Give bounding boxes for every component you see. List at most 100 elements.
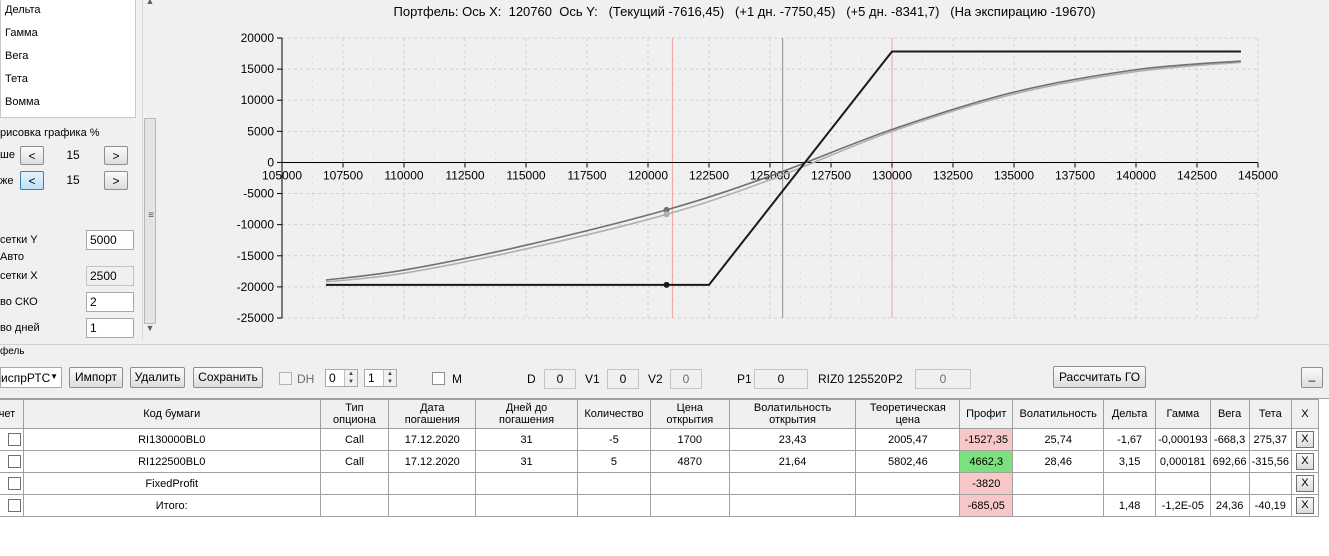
remove-row-button[interactable]: X — [1295, 497, 1314, 514]
chevron-down-icon[interactable]: ▼ — [50, 372, 58, 381]
spin-up-icon[interactable]: ▲ — [383, 370, 396, 378]
cell-price[interactable]: 1700 — [649, 428, 730, 451]
save-button[interactable]: Сохранить — [193, 367, 263, 388]
row-checkbox[interactable] — [7, 477, 21, 490]
column-header[interactable]: чет — [0, 399, 24, 429]
cell-delta[interactable]: 3,15 — [1103, 450, 1157, 473]
cell-code[interactable]: RI122500BL0 — [22, 450, 321, 473]
cell-price[interactable] — [649, 472, 730, 495]
remove-row-button[interactable]: X — [1295, 475, 1314, 492]
cell-theta[interactable]: 275,37 — [1248, 428, 1292, 451]
row-select-cell[interactable] — [0, 428, 24, 451]
v2-input[interactable]: 0 — [670, 369, 702, 389]
cell-theo[interactable] — [855, 494, 961, 517]
cell-date[interactable]: 17.12.2020 — [388, 428, 477, 451]
p1-input[interactable]: 0 — [754, 369, 808, 389]
cell-profit[interactable]: -3820 — [959, 472, 1014, 495]
cell-type[interactable] — [319, 494, 390, 517]
cell-gamma[interactable]: 0,000181 — [1155, 450, 1211, 473]
calc-go-button[interactable]: Рассчитать ГО — [1053, 366, 1146, 388]
table-row[interactable]: Итого: -685,05 1,48 -1,2E-05 24,36 -40,19 X — [0, 494, 1320, 517]
import-button[interactable]: Импорт — [69, 367, 123, 388]
scrollbar-thumb[interactable] — [144, 118, 156, 324]
cell-date[interactable]: 17.12.2020 — [388, 450, 477, 473]
remove-row-button[interactable]: X — [1295, 453, 1314, 470]
cell-vega[interactable] — [1209, 472, 1250, 495]
cell-vol-open[interactable] — [728, 472, 857, 495]
scroll-down-arrow-icon[interactable]: ▼ — [145, 323, 155, 333]
cell-days[interactable]: 31 — [475, 428, 578, 451]
cell-theta[interactable] — [1248, 472, 1292, 495]
cell-vega[interactable]: 692,66 — [1209, 450, 1250, 473]
column-header[interactable]: Количество — [576, 399, 651, 429]
spin-down-icon[interactable]: ▼ — [383, 378, 396, 386]
table-row[interactable]: FixedProfit -3820 X — [0, 472, 1320, 495]
cell-code[interactable]: RI130000BL0 — [22, 428, 321, 451]
row-select-cell[interactable] — [0, 450, 24, 473]
grid-auto-label[interactable]: Авто — [0, 251, 24, 263]
m-checkbox[interactable] — [432, 372, 445, 385]
cell-vol-open[interactable] — [728, 494, 857, 517]
column-header[interactable]: Теоретическая цена — [855, 399, 961, 429]
cell-delta[interactable] — [1103, 472, 1157, 495]
spin-2[interactable]: 1 ▲ ▼ — [364, 369, 397, 387]
cell-price[interactable] — [649, 494, 730, 517]
cell-price[interactable]: 4870 — [649, 450, 730, 473]
spin-up-icon[interactable]: ▲ — [344, 370, 357, 378]
row-checkbox[interactable] — [7, 455, 21, 468]
cell-theo[interactable] — [855, 472, 961, 495]
row-select-cell[interactable] — [0, 494, 24, 517]
cell-gamma[interactable] — [1155, 472, 1211, 495]
days-input[interactable]: 1 — [86, 318, 134, 338]
column-header[interactable]: X — [1290, 399, 1320, 429]
cell-profit[interactable]: -685,05 — [959, 494, 1014, 517]
cell-theta[interactable]: -315,56 — [1248, 450, 1292, 473]
draw-below-prev-button[interactable]: < — [20, 171, 44, 190]
cell-vol-open[interactable]: 21,64 — [728, 450, 857, 473]
cell-vol[interactable] — [1012, 472, 1105, 495]
cell-theo[interactable]: 5802,46 — [855, 450, 961, 473]
cell-date[interactable] — [388, 494, 477, 517]
draw-below-next-button[interactable]: > — [104, 171, 128, 190]
column-header[interactable]: Код бумаги — [22, 399, 321, 429]
spin-1[interactable]: 0 ▲ ▼ — [325, 369, 358, 387]
d-input[interactable]: 0 — [544, 369, 576, 389]
cell-type[interactable]: Call — [319, 428, 390, 451]
column-header[interactable]: Волатильность — [1012, 399, 1105, 429]
cell-days[interactable] — [475, 472, 578, 495]
cell-date[interactable] — [388, 472, 477, 495]
sko-input[interactable]: 2 — [86, 292, 134, 312]
greek-item-theta[interactable]: Тета — [5, 73, 28, 85]
grid-x-input[interactable]: 2500 — [86, 266, 134, 286]
cell-delta[interactable]: 1,48 — [1103, 494, 1157, 517]
greeks-list[interactable]: Дельта Гамма Вега Тета Вомма — [0, 0, 136, 118]
column-header[interactable]: Дельта — [1103, 399, 1157, 429]
cell-days[interactable]: 31 — [475, 450, 578, 473]
cell-theta[interactable]: -40,19 — [1248, 494, 1292, 517]
row-checkbox[interactable] — [7, 433, 21, 446]
cell-days[interactable] — [475, 494, 578, 517]
cell-qty[interactable] — [576, 494, 651, 517]
v1-input[interactable]: 0 — [607, 369, 639, 389]
chart-plot-area[interactable]: 105000 107500 110000 112500 115000 117500 1200… — [160, 0, 1329, 340]
cell-profit[interactable]: -1527,35 — [959, 428, 1014, 451]
grid-y-input[interactable]: 5000 — [86, 230, 134, 250]
column-header[interactable]: Волатильность открытия — [728, 399, 857, 429]
cell-type[interactable] — [319, 472, 390, 495]
portfolio-combo[interactable]: испрРТС ▼ — [0, 367, 62, 388]
greek-item-vega[interactable]: Вега — [5, 50, 29, 62]
cell-delta[interactable]: -1,67 — [1103, 428, 1157, 451]
row-checkbox[interactable] — [7, 499, 21, 512]
minimize-button[interactable]: _ — [1301, 367, 1323, 388]
column-header[interactable]: Тип опциона — [319, 399, 390, 429]
cell-vol-open[interactable]: 23,43 — [728, 428, 857, 451]
column-header[interactable]: Вега — [1209, 399, 1250, 429]
cell-profit[interactable]: 4662,3 — [959, 450, 1014, 473]
cell-vol[interactable]: 28,46 — [1012, 450, 1105, 473]
table-row[interactable]: RI122500BL0 Call 17.12.2020 31 5 4870 21,64 580… — [0, 450, 1320, 473]
column-header[interactable]: Дата погашения — [388, 399, 477, 429]
table-row[interactable]: RI130000BL0 Call 17.12.2020 31 -5 1700 23,43 20… — [0, 428, 1320, 451]
cell-gamma[interactable]: -0,000193 — [1155, 428, 1211, 451]
cell-gamma[interactable]: -1,2E-05 — [1155, 494, 1211, 517]
draw-above-next-button[interactable]: > — [104, 146, 128, 165]
